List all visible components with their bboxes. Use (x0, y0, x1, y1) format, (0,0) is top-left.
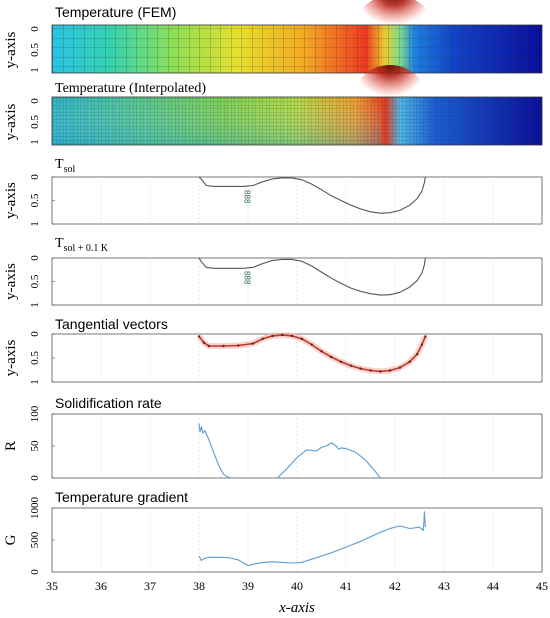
vector-point (290, 334, 294, 338)
y-tick-label: 0.5 (29, 115, 41, 129)
y-tick-label: 0.5 (29, 274, 41, 288)
y-tick-label: 0 (29, 26, 41, 32)
y-tick-label: 0 (29, 255, 41, 261)
x-tick-label: 45 (536, 579, 548, 593)
curve-annotation: 888 (243, 190, 252, 204)
x-axis-label: x-axis (278, 600, 315, 616)
vector-point (408, 360, 411, 364)
y-axis-label: R (3, 441, 19, 451)
vector-point (281, 333, 284, 337)
series-line (198, 257, 426, 296)
vector-point (197, 335, 201, 338)
vector-point (379, 370, 382, 373)
y-axis-label: G (3, 534, 19, 545)
y-tick-labels: 0 0.5 1 (29, 98, 41, 145)
series-line (198, 511, 426, 567)
vector-point (300, 337, 304, 340)
panel-tangential-vectors: Tangential vectors y-axis 0 0.5 1 (3, 316, 543, 385)
y-tick-label: 0.5 (29, 193, 41, 207)
curve-annotation: 888 (243, 271, 252, 285)
panel-title: Temperature gradient (55, 489, 188, 505)
heatmap-mesh (52, 97, 542, 145)
vector-point (251, 342, 255, 345)
panel-t: Tsol y-axis 0 0.5 1 888 (3, 157, 543, 227)
y-axis-label: y-axis (3, 340, 19, 377)
y-tick-label: 50 (29, 440, 41, 452)
panel-title: Temperature (FEM) (55, 4, 176, 20)
y-tick-label: 1 (29, 67, 41, 73)
x-tick-label: 43 (438, 579, 450, 593)
y-tick-labels: 0 0.5 1 (29, 26, 41, 73)
x-tick-labels: 35 36 37 38 39 40 41 42 43 44 45 (46, 579, 548, 593)
vector-point (207, 344, 210, 348)
panel-title-subscript: sol + 0.1 K (64, 243, 109, 254)
y-axis-label: y-axis (3, 263, 19, 300)
heatmap-frame (51, 24, 543, 74)
x-tick-label: 36 (95, 579, 107, 593)
x-tick-label: 38 (193, 579, 205, 593)
vector-point (415, 352, 419, 356)
panel-title: Temperature (Interpolated) (55, 81, 206, 96)
vector-point (271, 334, 274, 338)
y-tick-label: 0.5 (29, 43, 41, 57)
panel-solidification-rate: Solidification rate R 0 50 100 (3, 395, 543, 481)
y-tick-label: 100 (29, 405, 41, 422)
vector-point (420, 343, 424, 346)
plot-frame (51, 176, 543, 225)
vector-point (330, 355, 333, 359)
vector-point (237, 344, 240, 347)
line-panels: Tsol y-axis 0 0.5 1 888 Tsol + 0.1 K y-axis 0 0.5… (3, 157, 543, 575)
vector-point (369, 369, 372, 372)
y-tick-label: 0 (29, 569, 41, 575)
y-axis-label: y-axis (3, 182, 19, 219)
y-tick-label: 0 (29, 98, 41, 104)
vector-point (349, 364, 353, 367)
vector-point (424, 335, 427, 338)
x-tick-label: 40 (291, 579, 303, 593)
vector-point (398, 366, 402, 369)
y-tick-label: 0 (29, 331, 41, 337)
y-tick-label: 1 (29, 139, 41, 145)
vector-point (388, 369, 392, 372)
y-tick-label: 1 (29, 302, 41, 308)
y-axis-label: y-axis (3, 104, 19, 141)
panel-temperature-interpolated: Temperature (Interpolated) y-axis 0 0.5 … (3, 65, 543, 146)
vector-point (261, 337, 264, 340)
series-line (198, 176, 426, 214)
panel-title: Solidification rate (55, 395, 162, 411)
panel-title: Tsol + 0.1 K (55, 236, 109, 254)
y-tick-label: 0.5 (29, 351, 41, 365)
heatmap-mesh (52, 25, 542, 73)
y-tick-label: 0 (29, 174, 41, 180)
series-line (198, 423, 381, 479)
panel-title-subscript: sol (64, 164, 76, 175)
vector-point (359, 367, 362, 370)
y-axis-label: y-axis (3, 32, 19, 69)
x-tick-label: 42 (389, 579, 401, 593)
vector-point (320, 350, 323, 353)
panel-title: Tangential vectors (55, 316, 168, 332)
panel-title: Tsol (55, 157, 75, 175)
x-tick-label: 41 (340, 579, 352, 593)
heatmap-frame (51, 96, 543, 146)
y-tick-label: 1000 (29, 497, 41, 520)
panel-temperature-gradient: Temperature gradient G 0 500 1000 (3, 489, 543, 575)
panel-t: Tsol + 0.1 K y-axis 0 0.5 1 888 (3, 236, 543, 308)
x-tick-label: 39 (242, 579, 254, 593)
y-tick-label: 0 (29, 475, 41, 481)
vector-point (339, 360, 343, 364)
vector-point (222, 344, 225, 348)
x-tick-label: 37 (144, 579, 156, 593)
plot-frame (51, 257, 543, 306)
y-tick-label: 500 (29, 531, 41, 548)
x-tick-label: 35 (46, 579, 58, 593)
vector-point (202, 341, 206, 344)
vector-point (310, 343, 313, 346)
y-tick-label: 1 (29, 379, 41, 385)
y-tick-label: 1 (29, 221, 41, 227)
x-tick-label: 44 (487, 579, 499, 593)
panel-temperature-fem: Temperature (FEM) y-axis 0 0.5 1 (3, 0, 543, 74)
x-axis: 35 36 37 38 39 40 41 42 43 44 45 x-axis (46, 579, 548, 616)
